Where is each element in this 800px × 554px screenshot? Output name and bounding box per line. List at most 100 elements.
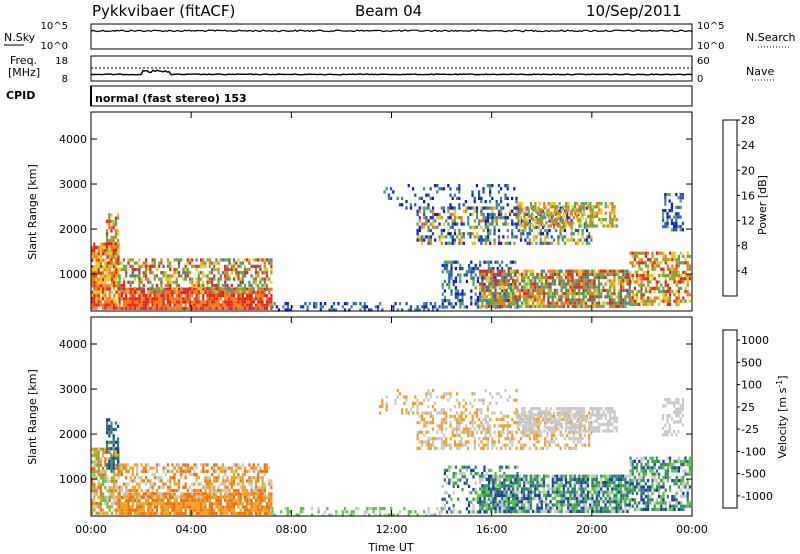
heatmap-cell (144, 306, 148, 310)
heatmap-cell (516, 465, 519, 469)
heatmap-cell (529, 292, 532, 296)
heatmap-cell (461, 299, 464, 303)
heatmap-cell (447, 184, 450, 188)
heatmap-cell (427, 510, 430, 514)
heatmap-cell (497, 212, 501, 217)
heatmap-cell (631, 274, 634, 278)
heatmap-cell (252, 495, 255, 499)
heatmap-cell (527, 295, 530, 299)
heatmap-cell (518, 481, 521, 485)
heatmap-cell (235, 261, 238, 265)
heatmap-cell (602, 304, 605, 308)
heatmap-cell (114, 235, 117, 239)
noise-left-tick-top: 10^5 (41, 21, 68, 32)
heatmap-cell (263, 472, 266, 477)
heatmap-cell (208, 280, 211, 284)
heatmap-cell (486, 225, 490, 229)
heatmap-cell (522, 228, 525, 233)
heatmap-cell (580, 282, 583, 286)
heatmap-cell (99, 495, 102, 499)
heatmap-cell (213, 476, 216, 480)
heatmap-cell (649, 299, 652, 303)
heatmap-cell (617, 288, 620, 292)
heatmap-cell (514, 301, 517, 305)
heatmap-cell (110, 219, 113, 223)
heatmap-cell (502, 222, 505, 226)
heatmap-cell (401, 203, 404, 207)
heatmap-cell (613, 292, 616, 296)
heatmap-cell (534, 279, 537, 283)
heatmap-cell (588, 241, 591, 245)
heatmap-cell (454, 472, 457, 476)
heatmap-cell (500, 209, 503, 213)
heatmap-cell (259, 499, 262, 503)
heatmap-cell (611, 205, 614, 209)
heatmap-cell (647, 280, 650, 284)
heatmap-cell (319, 305, 322, 309)
heatmap-cell (230, 505, 233, 509)
heatmap-cell (604, 282, 607, 286)
heatmap-cell (232, 287, 236, 291)
heatmap-cell (615, 304, 618, 308)
heatmap-cell (122, 306, 126, 310)
heatmap-cell (438, 235, 441, 239)
heatmap-cell (118, 511, 121, 515)
heatmap-cell (536, 487, 539, 491)
heatmap-cell (206, 463, 209, 467)
heatmap-cell (409, 206, 412, 210)
heatmap-cell (99, 274, 102, 278)
heatmap-cell (219, 469, 222, 473)
heatmap-cell (538, 500, 541, 504)
heatmap-cell (677, 261, 680, 265)
heatmap-cell (330, 513, 333, 517)
heatmap-cell (476, 497, 479, 501)
heatmap-cell (520, 279, 524, 283)
heatmap-cell (511, 222, 514, 226)
heatmap-cell (673, 251, 676, 255)
heatmap-cell (246, 300, 249, 304)
heatmap-cell (611, 208, 614, 212)
heatmap-cell (186, 306, 189, 310)
heatmap-cell (99, 255, 102, 259)
heatmap-cell (679, 228, 682, 232)
heatmap-cell (131, 300, 134, 304)
heatmap-cell (448, 299, 451, 303)
heatmap-cell (202, 485, 205, 489)
heatmap-cell (95, 290, 98, 294)
heatmap-cell (405, 206, 408, 210)
heatmap-cell (257, 297, 260, 301)
heatmap-cell (221, 306, 225, 310)
heatmap-cell (365, 305, 369, 309)
heatmap-cell (213, 502, 216, 506)
heatmap-cell (598, 211, 601, 215)
heatmap-cell (540, 497, 543, 501)
heatmap-cell (551, 292, 554, 296)
heatmap-cell (523, 224, 526, 228)
heatmap-cell (115, 502, 118, 506)
heatmap-cell (462, 209, 465, 213)
heatmap-cell (144, 277, 148, 281)
heatmap-cell (91, 277, 94, 281)
heatmap-cell (99, 511, 102, 515)
heatmap-cell (651, 277, 654, 281)
heatmap-cell (158, 303, 161, 307)
heatmap-cell (567, 276, 570, 280)
heatmap-cell (208, 306, 211, 310)
heatmap-cell (647, 283, 650, 287)
heatmap-cell (97, 463, 100, 467)
heatmap-cell (494, 474, 497, 478)
heatmap-cell (115, 245, 118, 249)
heatmap-cell (492, 299, 495, 303)
heatmap-cell (235, 303, 238, 307)
heatmap-cell (448, 276, 451, 280)
heatmap-cell (529, 497, 532, 501)
heatmap-cell (498, 484, 502, 488)
heatmap-cell (461, 475, 464, 479)
heatmap-cell (582, 285, 585, 289)
heatmap-cell (93, 492, 96, 496)
heatmap-cell (509, 272, 513, 276)
heatmap-cell (560, 292, 563, 296)
heatmap-cell (110, 249, 113, 253)
heatmap-cell (177, 294, 181, 298)
heatmap-cell (113, 284, 116, 288)
